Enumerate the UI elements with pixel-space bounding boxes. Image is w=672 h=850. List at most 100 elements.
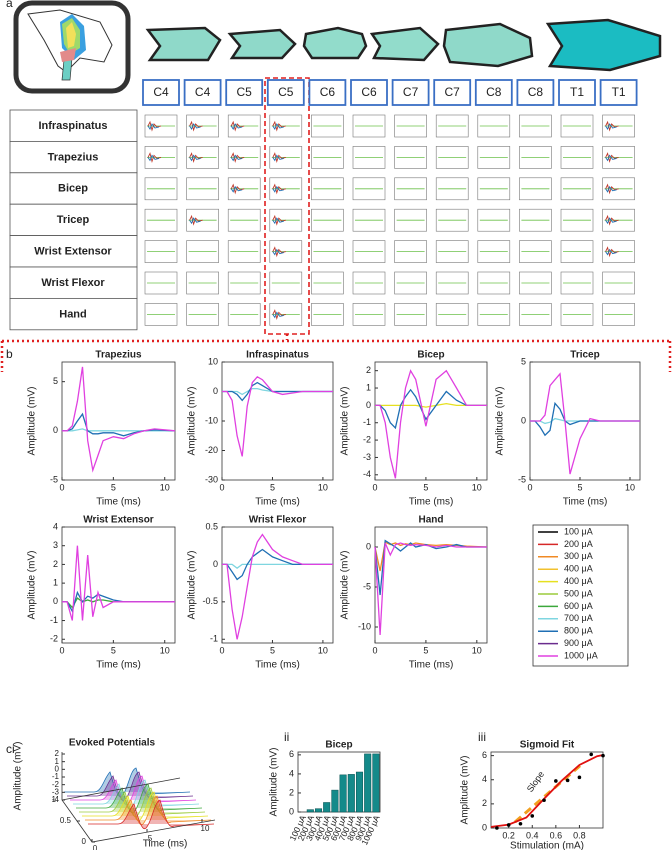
y-axis-label: Amplitude (mV) — [460, 756, 471, 825]
x-tick-label: 10 — [625, 482, 635, 492]
y-axis-label: Amplitude (mV) — [187, 387, 198, 456]
y-tick-label: -3 — [52, 787, 60, 796]
chart-title: Evoked Potentials — [69, 738, 156, 749]
trace-response — [189, 154, 201, 162]
trace-line — [530, 372, 640, 475]
z-tick-label: 0 — [82, 837, 87, 846]
trace-response — [272, 214, 286, 226]
column-box — [516, 79, 555, 106]
trace-response — [605, 154, 617, 162]
y-tick-label: 4 — [482, 774, 487, 784]
x-tick-label: 0 — [59, 482, 64, 492]
y-tick-label: 6 — [482, 750, 487, 760]
panel-label: iii — [478, 730, 486, 744]
trace-response — [230, 152, 245, 164]
chart-title: Trapezius — [95, 350, 142, 361]
y-tick-label: 0 — [55, 764, 60, 773]
trace-line — [62, 545, 175, 621]
column-label: C5 — [237, 85, 253, 99]
data-point — [589, 752, 594, 757]
bar — [306, 809, 314, 813]
column-box — [308, 79, 347, 106]
trace-response — [272, 309, 286, 321]
plexus-icon — [13, 0, 131, 94]
trace-response — [605, 217, 617, 225]
y-tick-label: 2 — [289, 787, 294, 797]
column-box — [183, 79, 222, 106]
data-point — [518, 821, 523, 826]
x-tick-label: 0 — [527, 482, 532, 492]
y-tick-label: -5 — [50, 474, 58, 484]
trace-response — [230, 154, 243, 162]
muscle-box — [9, 109, 138, 142]
plot-frame — [374, 361, 488, 481]
plot-frame — [61, 526, 176, 644]
muscle-box — [9, 235, 138, 268]
y-axis-label: Amplitude (mV) — [269, 748, 280, 817]
y-tick-label: 5 — [521, 356, 526, 366]
y-tick-label: 4 — [289, 768, 294, 778]
y-tick-label: -3 — [363, 452, 371, 462]
bar — [339, 774, 347, 813]
y-tick-label: -0.5 — [202, 596, 218, 606]
bar — [331, 789, 339, 813]
y-tick-label: 0 — [53, 425, 58, 435]
y-tick-label: 0 — [213, 559, 218, 569]
trace-line — [62, 428, 175, 432]
trace-response — [189, 214, 203, 226]
y-tick-label: -2 — [52, 780, 60, 789]
column-box — [142, 79, 180, 106]
trace-response — [147, 154, 160, 162]
panel-label: ci — [6, 742, 15, 756]
trace-response — [189, 217, 201, 225]
y-tick-label: -1 — [210, 634, 218, 644]
bar — [364, 753, 372, 813]
x-tick-label: 5 — [423, 482, 428, 492]
x-axis-label: Time (ms) — [255, 660, 300, 671]
y-tick-label: -10 — [358, 621, 371, 631]
bar — [347, 774, 355, 813]
data-point — [577, 775, 582, 780]
trace-line — [62, 366, 176, 473]
chart-title: Bicep — [417, 350, 444, 361]
x-axis-label: Time (ms) — [143, 839, 188, 850]
trace-line — [222, 533, 333, 640]
trace-response — [189, 152, 203, 164]
trace-response — [272, 123, 284, 130]
y-tick-label: 0.5 — [205, 521, 218, 531]
x-tick-label: 0 — [219, 482, 224, 492]
y-tick-label: -20 — [205, 445, 218, 455]
data-point — [495, 826, 499, 830]
chart-title: Infraspinatus — [246, 350, 309, 361]
x-axis-label: Time (ms) — [255, 497, 300, 508]
y-axis-label: Amplitude (mV) — [13, 742, 24, 811]
trace-line — [374, 542, 487, 636]
trace-line — [62, 597, 175, 609]
trace-response — [230, 185, 243, 193]
column-label: C8 — [528, 85, 544, 99]
x-tick-label: 0.2 — [502, 830, 515, 840]
waterfall-traces — [63, 767, 215, 830]
column-box — [225, 79, 264, 106]
legend-box — [532, 524, 629, 667]
trace-response — [189, 123, 201, 130]
x-tick-label: 0 — [93, 844, 98, 850]
x-tick-label: 10 — [472, 645, 482, 655]
panel-label: b — [6, 347, 13, 361]
x-tick-label: 0.8 — [573, 830, 586, 840]
y-tick-label: 0 — [482, 822, 487, 832]
x-tick-label: 0 — [372, 645, 377, 655]
annotation: Slope — [525, 769, 546, 794]
trace-line — [222, 375, 333, 457]
panel-label: ii — [284, 730, 289, 744]
bar — [355, 771, 364, 813]
y-tick-label: 2 — [482, 798, 487, 808]
muscle-label: Tricep — [57, 214, 90, 226]
panel-label: a — [6, 0, 13, 10]
trace-line — [374, 539, 487, 596]
trace-response — [272, 217, 284, 225]
trace-response — [605, 246, 619, 258]
chart-title: Sigmoid Fit — [520, 740, 575, 751]
column-label: T1 — [612, 85, 626, 99]
